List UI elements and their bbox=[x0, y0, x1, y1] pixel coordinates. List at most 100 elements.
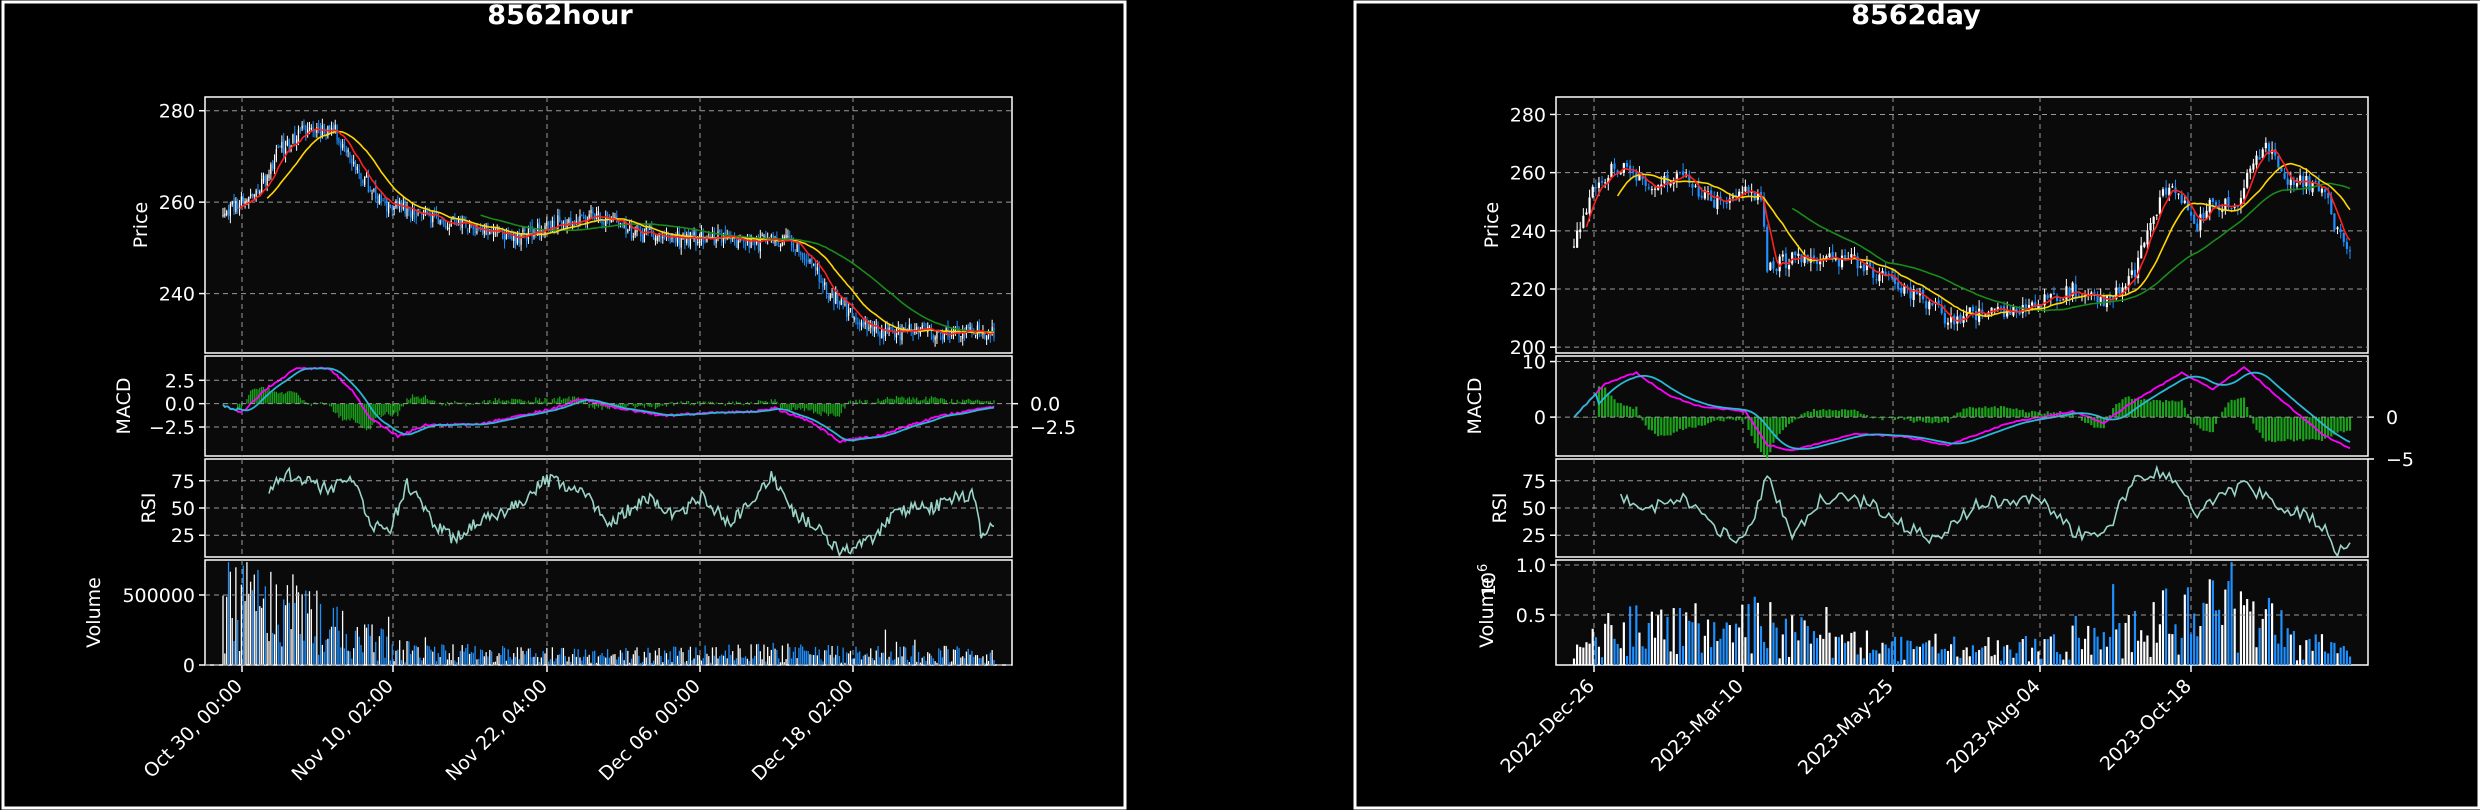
volume-bar bbox=[1900, 636, 1903, 665]
volume-bar bbox=[947, 649, 949, 665]
macd-histogram-bar bbox=[2320, 417, 2324, 441]
macd-histogram-bar bbox=[549, 402, 552, 404]
volume-bar bbox=[2227, 581, 2230, 665]
macd-histogram-bar bbox=[1647, 417, 1650, 430]
volume-bar bbox=[1778, 658, 1781, 665]
volume-bar bbox=[1787, 656, 1791, 665]
macd-histogram-bar bbox=[277, 393, 279, 404]
volume-bar bbox=[237, 619, 239, 665]
candle-body bbox=[785, 235, 787, 239]
rsi-tick-label: 75 bbox=[1522, 471, 1546, 493]
macd-histogram-bar bbox=[310, 403, 312, 407]
macd-histogram-bar bbox=[1800, 414, 1803, 418]
macd-histogram-bar bbox=[262, 386, 265, 404]
candle-body bbox=[459, 218, 462, 226]
volume-bar bbox=[1775, 627, 1778, 665]
macd-histogram-bar bbox=[638, 403, 640, 407]
macd-histogram-bar bbox=[761, 401, 763, 404]
macd-histogram-bar bbox=[1847, 410, 1850, 418]
volume-bar bbox=[227, 562, 230, 665]
volume-bar bbox=[489, 649, 491, 665]
candle-body bbox=[1572, 246, 1576, 248]
candle-body bbox=[2093, 292, 2096, 294]
macd-histogram-bar bbox=[772, 401, 774, 404]
candle-body bbox=[588, 214, 590, 221]
volume-bar bbox=[890, 651, 892, 665]
candle-body bbox=[2065, 286, 2068, 300]
volume-bar bbox=[625, 647, 627, 665]
macd-histogram-bar bbox=[568, 396, 570, 404]
macd-histogram-bar bbox=[454, 400, 456, 404]
macd-histogram-bar bbox=[1999, 405, 2003, 418]
volume-bar bbox=[689, 646, 692, 665]
volume-bar bbox=[864, 654, 866, 665]
macd-histogram-bar bbox=[417, 396, 419, 404]
candle-body bbox=[249, 193, 252, 197]
volume-bar bbox=[905, 647, 907, 665]
candle-body bbox=[1862, 264, 1865, 272]
volume-bar bbox=[770, 649, 772, 665]
volume-bar bbox=[1625, 656, 1629, 665]
candle-body bbox=[571, 223, 574, 227]
macd-histogram-bar bbox=[2146, 399, 2149, 418]
candle-body bbox=[748, 237, 750, 248]
candle-body bbox=[2140, 245, 2143, 259]
macd-histogram-bar bbox=[325, 403, 327, 405]
macd-histogram-bar bbox=[1688, 417, 1691, 427]
macd-histogram-bar bbox=[2186, 414, 2190, 418]
macd-histogram-bar bbox=[538, 398, 541, 404]
macd-histogram-bar bbox=[1875, 417, 1878, 418]
macd-histogram-bar bbox=[279, 392, 281, 404]
macd-histogram-bar bbox=[658, 403, 660, 407]
macd-histogram-bar bbox=[1893, 417, 1897, 421]
macd-histogram-bar bbox=[2274, 417, 2277, 443]
candle-body bbox=[744, 244, 747, 246]
volume-bar bbox=[244, 601, 246, 665]
macd-histogram-bar bbox=[917, 400, 920, 404]
volume-bar bbox=[531, 657, 533, 665]
volume-bar bbox=[1725, 622, 1728, 665]
volume-bar bbox=[1800, 617, 1803, 665]
volume-bar bbox=[402, 649, 404, 665]
candle-body bbox=[1803, 255, 1806, 264]
macd-histogram-bar bbox=[428, 400, 430, 404]
macd-histogram-bar bbox=[825, 403, 828, 414]
candle-body bbox=[1890, 276, 1893, 278]
candle-body bbox=[2255, 155, 2258, 165]
macd-histogram-bar bbox=[2239, 397, 2243, 418]
macd-histogram-bar bbox=[1918, 417, 1922, 421]
volume-bar bbox=[2327, 653, 2330, 665]
volume-bar bbox=[2059, 654, 2062, 665]
candle-body bbox=[375, 186, 377, 199]
volume-bar bbox=[338, 630, 340, 665]
volume-bar bbox=[1738, 627, 1741, 665]
candle-body bbox=[2180, 194, 2183, 203]
macd-histogram-bar bbox=[1834, 410, 1837, 418]
candle-body bbox=[2143, 242, 2146, 247]
volume-bar bbox=[842, 647, 844, 665]
macd-histogram-bar bbox=[1993, 406, 1996, 418]
volume-bar bbox=[329, 629, 331, 665]
volume-bar bbox=[2146, 635, 2149, 665]
volume-bar bbox=[400, 660, 403, 665]
volume-bar bbox=[2264, 609, 2267, 665]
volume-bar bbox=[2330, 642, 2333, 665]
candle-body bbox=[770, 234, 772, 237]
candle-body bbox=[1950, 315, 1953, 323]
candle-body bbox=[353, 161, 355, 165]
chart-title: 8562hour bbox=[487, 0, 633, 31]
candle-body bbox=[621, 222, 623, 224]
macd-histogram-bar bbox=[360, 403, 362, 428]
candle-body bbox=[399, 201, 401, 206]
macd-tick-label: 0.0 bbox=[165, 394, 195, 416]
macd-histogram-bar bbox=[859, 399, 861, 404]
macd-histogram-bar bbox=[240, 403, 243, 410]
macd-histogram-bar bbox=[371, 403, 373, 426]
macd-histogram-bar bbox=[930, 396, 933, 404]
candle-body bbox=[923, 323, 925, 327]
volume-bar bbox=[277, 624, 279, 665]
candle-body bbox=[441, 219, 443, 223]
candle-body bbox=[502, 228, 504, 239]
macd-histogram-bar bbox=[807, 403, 809, 411]
candle-body bbox=[871, 324, 874, 330]
